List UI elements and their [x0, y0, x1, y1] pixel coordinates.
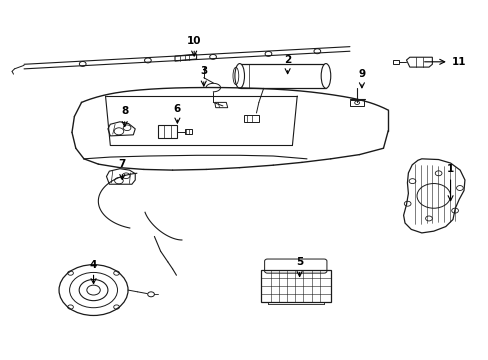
Text: 11: 11	[424, 57, 465, 67]
Bar	[184, 129, 191, 134]
Text: 6: 6	[173, 104, 181, 123]
Text: 3: 3	[200, 66, 207, 86]
Text: 1: 1	[446, 165, 453, 201]
Ellipse shape	[234, 64, 244, 88]
Bar	[392, 60, 398, 64]
Bar	[261, 270, 330, 302]
Bar	[349, 100, 364, 106]
Text: 4: 4	[90, 260, 97, 284]
Text: 10: 10	[186, 36, 201, 56]
Bar	[158, 125, 177, 138]
Text: 5: 5	[295, 257, 303, 276]
Bar	[244, 115, 258, 122]
Circle shape	[87, 285, 100, 295]
Ellipse shape	[321, 64, 330, 88]
Text: 7: 7	[119, 159, 126, 180]
Text: 9: 9	[358, 69, 365, 88]
Bar	[239, 64, 325, 88]
Text: 8: 8	[121, 106, 128, 127]
Text: 2: 2	[284, 55, 291, 74]
